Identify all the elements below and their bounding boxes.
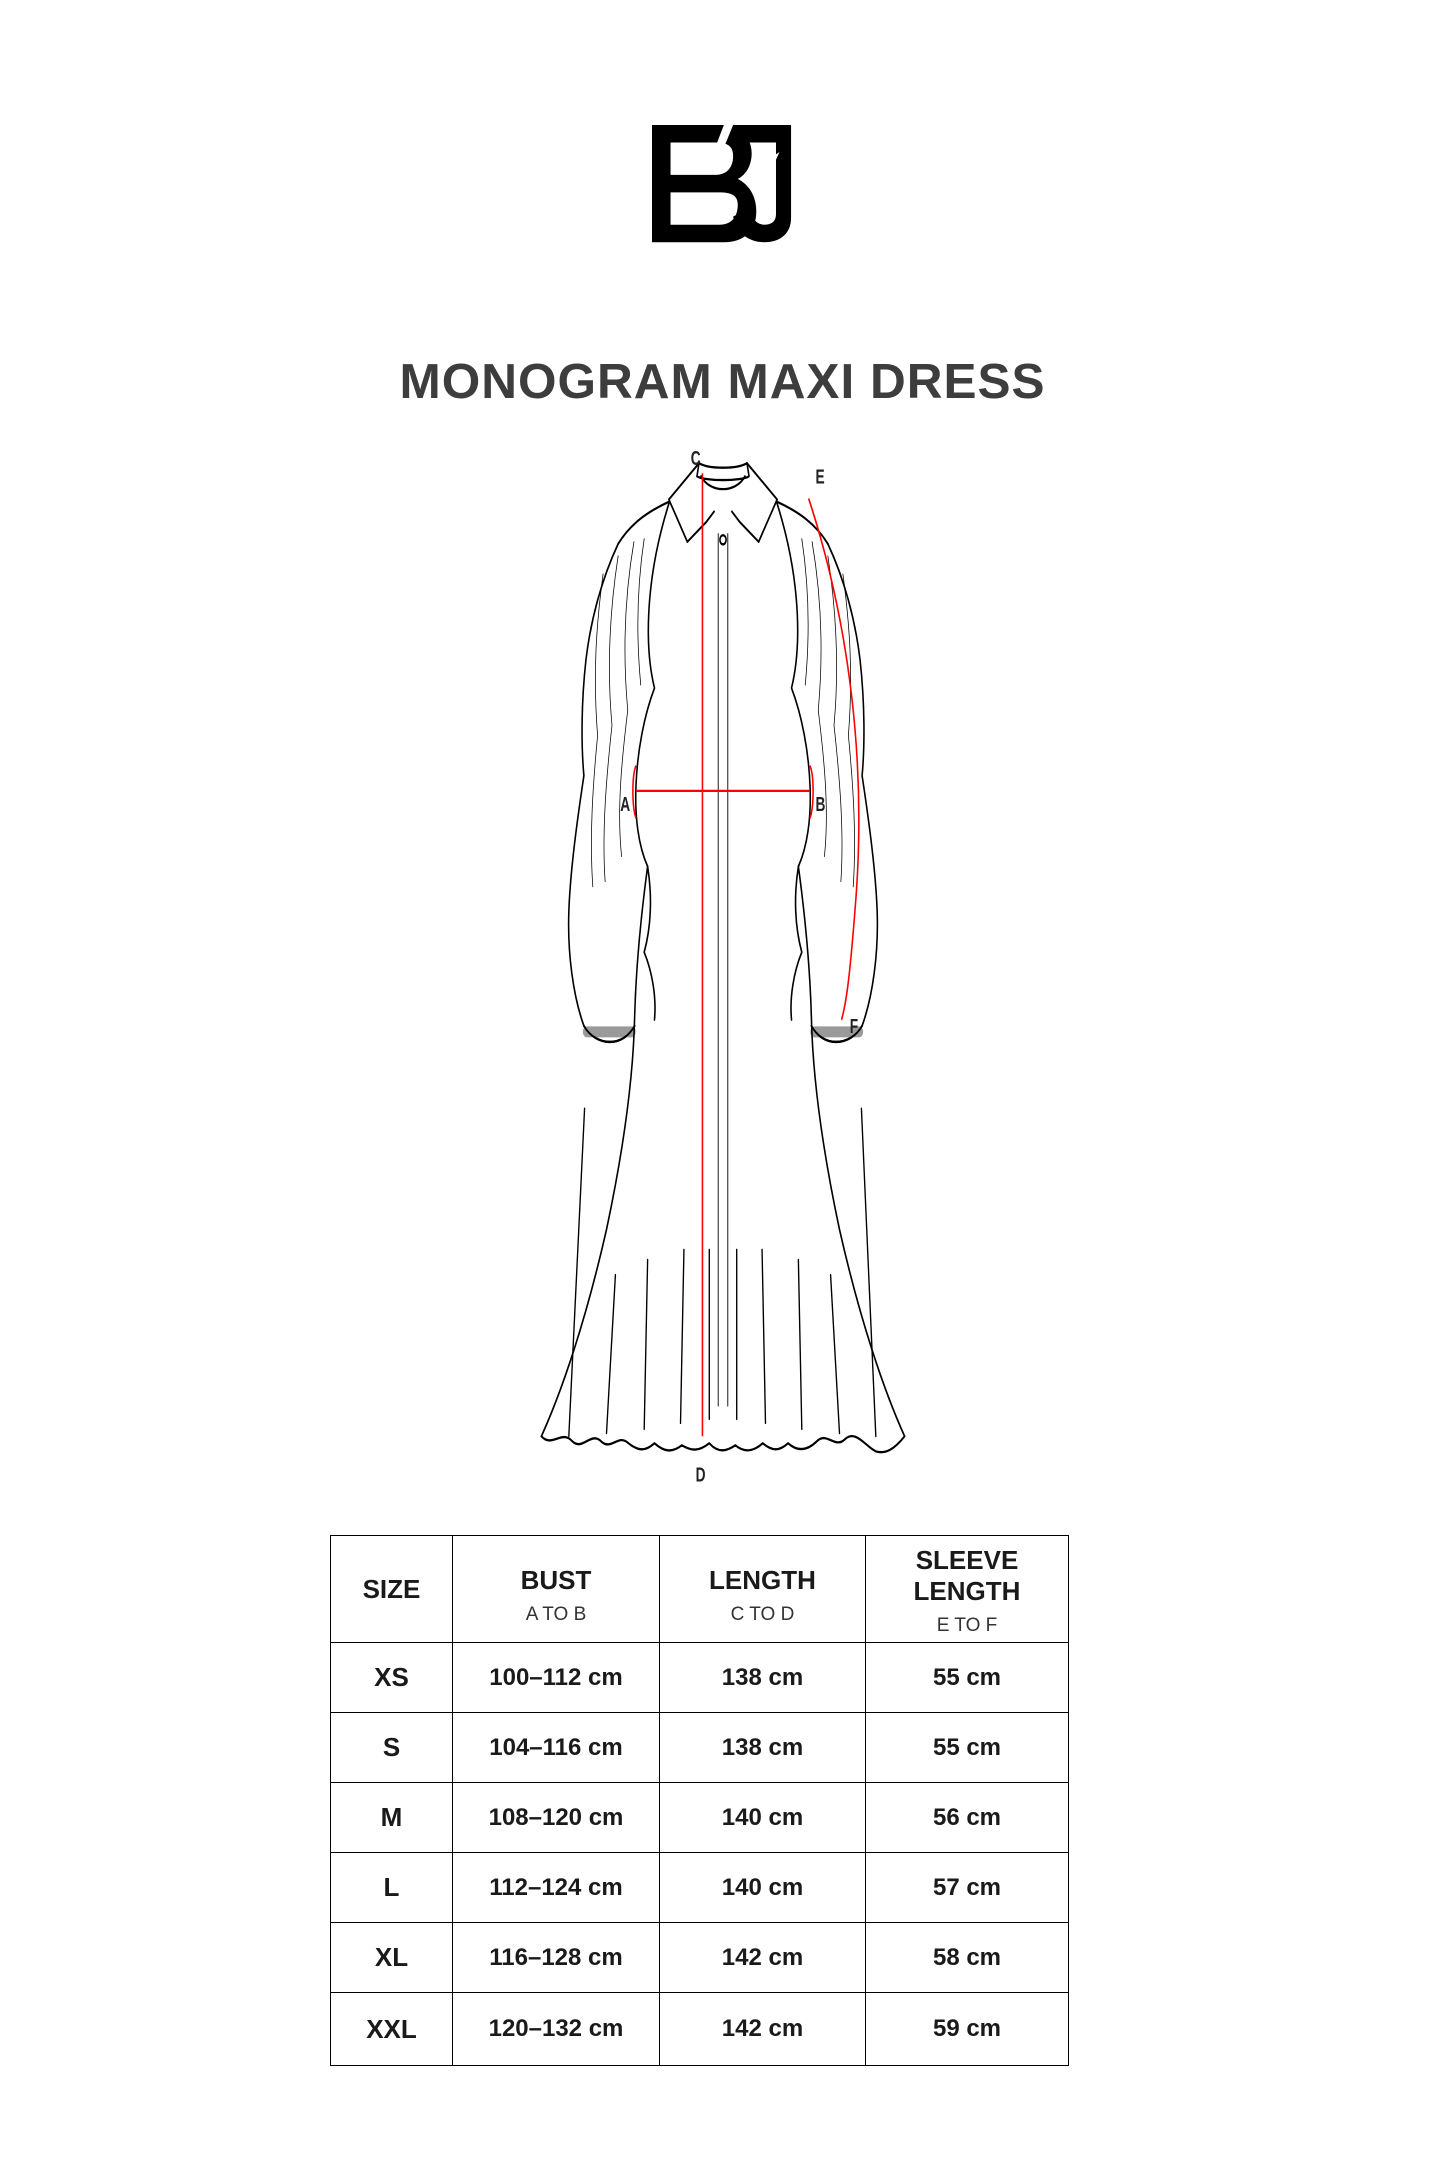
svg-text:F: F: [850, 1014, 858, 1037]
svg-text:C: C: [691, 446, 701, 469]
svg-text:D: D: [696, 1463, 706, 1486]
svg-text:B: B: [816, 792, 826, 815]
svg-text:E: E: [816, 465, 825, 488]
svg-text:A: A: [620, 792, 630, 815]
